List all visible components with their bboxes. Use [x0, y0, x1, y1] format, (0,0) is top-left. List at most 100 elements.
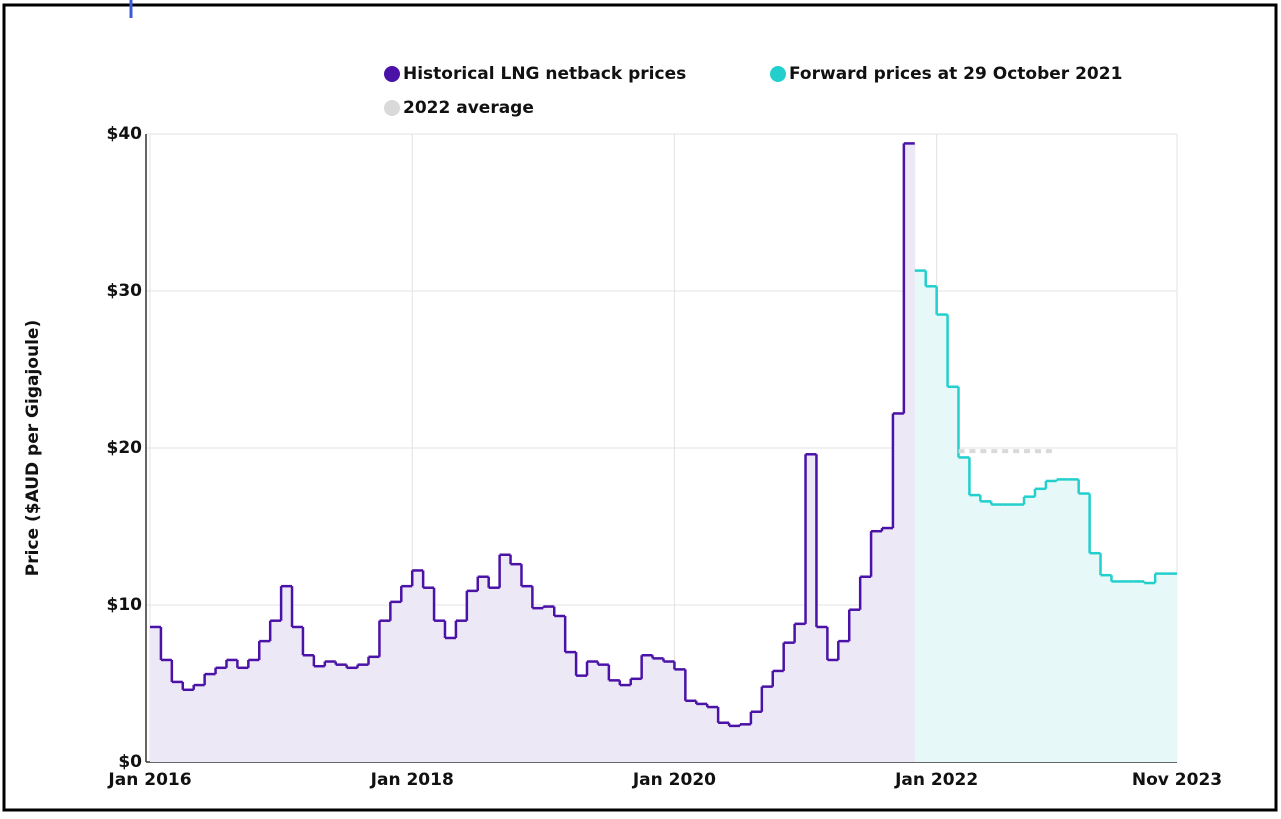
- area-step: [849, 609, 861, 762]
- y-tick-label: $20: [107, 438, 143, 458]
- area-step: [936, 314, 949, 762]
- legend-label: 2022 average: [403, 98, 534, 118]
- area-step: [882, 528, 894, 762]
- area-step: [663, 661, 675, 762]
- area-step: [761, 686, 774, 762]
- area-step: [892, 413, 905, 762]
- area-step: [1056, 479, 1069, 762]
- area-step: [630, 678, 643, 762]
- area-step: [980, 501, 992, 762]
- legend-marker: [384, 66, 400, 82]
- x-tick-label: Jan 2020: [632, 770, 716, 790]
- area-step: [565, 652, 577, 762]
- area-step: [226, 659, 238, 762]
- area-step: [674, 669, 686, 762]
- area-step: [947, 386, 959, 762]
- area-step: [554, 615, 566, 762]
- area-step: [608, 680, 621, 762]
- area-step: [455, 620, 468, 762]
- area-step: [739, 724, 752, 762]
- area-step: [914, 270, 927, 762]
- x-tick-label: Nov 2023: [1132, 770, 1222, 790]
- y-tick-label: $40: [107, 124, 143, 144]
- area-step: [237, 667, 249, 762]
- area-step: [346, 667, 359, 762]
- area-step: [171, 681, 184, 762]
- area-step: [619, 685, 632, 762]
- frame: [2, 3, 1278, 812]
- area-step: [794, 623, 807, 762]
- area-step: [772, 670, 785, 762]
- area-step: [827, 659, 839, 762]
- area-step: [597, 664, 610, 762]
- area-step: [641, 655, 654, 762]
- y-tick-label: $0: [118, 752, 142, 772]
- area-step: [357, 664, 370, 762]
- y-tick-label: $30: [107, 281, 143, 301]
- area-step: [270, 620, 282, 762]
- area-step: [860, 576, 872, 762]
- area-step: [805, 454, 817, 762]
- area-step: [248, 659, 260, 762]
- y-axis-label: Price ($AUD per Gigajoule): [23, 320, 43, 576]
- area-step: [587, 661, 599, 762]
- area-step: [401, 586, 413, 762]
- area-step: [215, 667, 227, 762]
- area-step: [1067, 479, 1080, 762]
- area-step: [1078, 493, 1091, 762]
- legend-marker: [384, 100, 400, 116]
- area-step: [543, 606, 555, 762]
- area-step: [816, 626, 828, 762]
- area-step: [969, 495, 981, 762]
- area-step: [652, 658, 664, 762]
- area-step: [1133, 581, 1145, 762]
- area-step: [368, 656, 380, 762]
- area-step: [434, 620, 446, 762]
- area-step: [576, 675, 588, 762]
- area-step: [1034, 488, 1047, 762]
- area-step: [466, 590, 479, 762]
- x-tick-label: Jan 2018: [370, 770, 454, 790]
- areas: [150, 143, 1178, 763]
- x-tick-label: Jan 2016: [107, 770, 191, 790]
- area-step: [477, 576, 490, 762]
- area-step: [1002, 504, 1014, 762]
- area-step: [750, 711, 763, 762]
- area-step: [707, 707, 719, 762]
- y-tick-label: $10: [107, 595, 143, 615]
- area-step: [281, 586, 293, 762]
- area-step: [1166, 573, 1178, 762]
- x-tick-label: Jan 2022: [894, 770, 978, 790]
- area-step: [324, 661, 337, 762]
- area-step: [1013, 504, 1025, 762]
- area-step: [390, 601, 402, 762]
- area-step: [958, 457, 970, 762]
- area-step: [335, 664, 348, 762]
- area-step: [532, 608, 544, 762]
- area-step: [160, 659, 173, 762]
- area-step: [1155, 573, 1167, 762]
- area-step: [302, 655, 315, 762]
- area-step: [499, 554, 512, 762]
- area-step: [423, 587, 435, 762]
- legend-label: Forward prices at 29 October 2021: [789, 64, 1122, 84]
- area-step: [521, 586, 533, 762]
- legend-label: Historical LNG netback prices: [403, 64, 686, 84]
- area-step: [379, 620, 391, 762]
- area-step: [444, 637, 457, 762]
- area-step: [1144, 583, 1156, 762]
- area-step: [1045, 480, 1058, 762]
- area-step: [313, 666, 326, 762]
- area-step: [991, 504, 1003, 762]
- area-step: [259, 641, 271, 762]
- area-step: [1089, 553, 1102, 762]
- area-step: [871, 531, 883, 762]
- area-step: [510, 564, 522, 762]
- area-step: [925, 286, 938, 762]
- area-step: [488, 587, 501, 762]
- area-step: [292, 626, 304, 762]
- area-step: [783, 642, 796, 762]
- area-step: [838, 641, 850, 762]
